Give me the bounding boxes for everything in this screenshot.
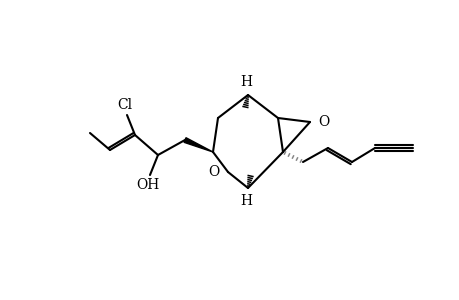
Text: H: H	[240, 75, 252, 89]
Text: O: O	[208, 165, 219, 179]
Text: Cl: Cl	[117, 98, 132, 112]
Polygon shape	[184, 138, 213, 152]
Text: H: H	[240, 194, 252, 208]
Text: OH: OH	[136, 178, 159, 192]
Text: O: O	[317, 115, 329, 129]
